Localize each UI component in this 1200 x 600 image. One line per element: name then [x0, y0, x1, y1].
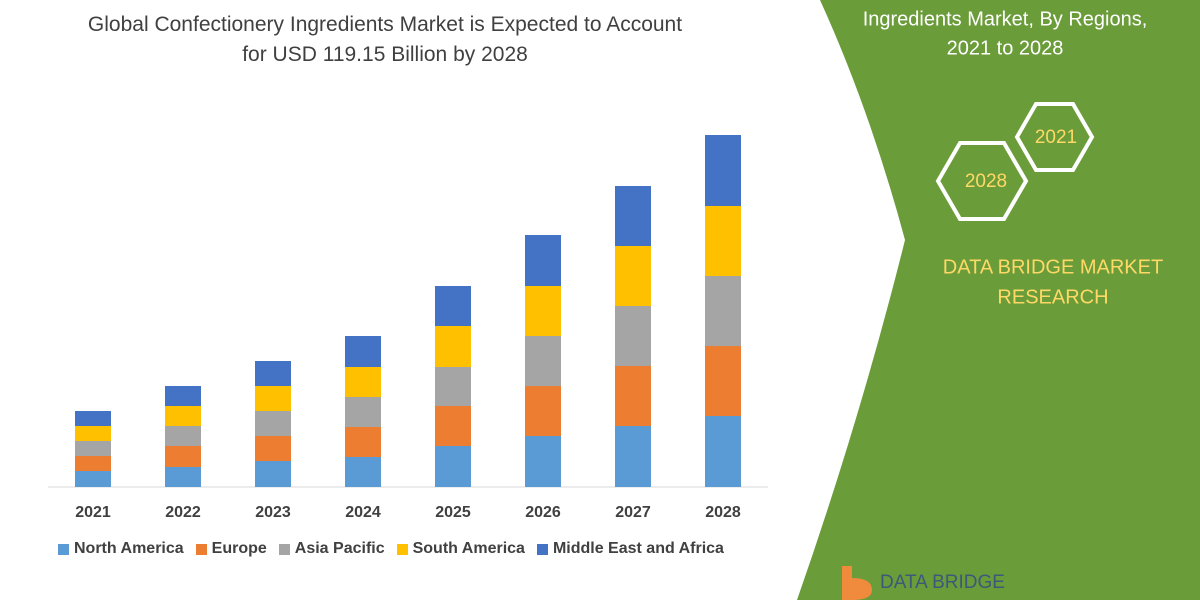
- legend-swatch: [396, 543, 408, 555]
- bar-segment: [435, 406, 471, 446]
- legend-swatch: [58, 543, 69, 555]
- x-tick-label: 2021: [75, 504, 111, 521]
- bar-segment: [435, 367, 471, 406]
- x-tick-label: 2022: [165, 504, 201, 521]
- legend-label: North America: [74, 540, 184, 557]
- legend-item: South America: [396, 540, 525, 558]
- bar-segment: [345, 397, 381, 427]
- legend-label: South America: [412, 540, 525, 557]
- bar-segment: [705, 276, 741, 346]
- bar-segment: [525, 235, 561, 286]
- bar-segment: [705, 206, 741, 276]
- bar-segment: [75, 426, 111, 441]
- bar-segment: [75, 411, 111, 426]
- logo-icon: [842, 566, 872, 600]
- hexagon: [935, 141, 1029, 221]
- legend-item: North America: [58, 540, 184, 558]
- legend-label: Europe: [211, 540, 267, 557]
- x-tick-label: 2026: [525, 504, 561, 521]
- panel-heading: Ingredients Market, By Regions,: [863, 8, 1148, 30]
- bar-segment: [345, 427, 381, 457]
- bar-segment: [255, 461, 291, 487]
- bar-segment: [345, 367, 381, 397]
- legend-swatch: [536, 543, 548, 555]
- panel-heading: 2021 to 2028: [947, 37, 1064, 59]
- bar-segment: [255, 386, 291, 411]
- x-tick-label: 2023: [255, 504, 291, 521]
- hexagon: [1014, 102, 1095, 172]
- bar-segment: [75, 441, 111, 456]
- bar-segment: [165, 406, 201, 426]
- bar-segment: [435, 326, 471, 367]
- bar-segment: [345, 457, 381, 487]
- bar-segment: [525, 386, 561, 436]
- bar-segment: [705, 416, 741, 487]
- legend: North America Europe Asia Pacific South Ame…: [58, 540, 724, 558]
- bar-segment: [165, 426, 201, 446]
- logo-text: DATA BRIDGE: [880, 572, 1005, 593]
- bar-segment: [525, 436, 561, 487]
- bar-segment: [255, 361, 291, 386]
- bar-segment: [255, 411, 291, 436]
- bar-segment: [615, 246, 651, 306]
- bar-segment: [615, 186, 651, 246]
- side-panel-bg: [797, 0, 1200, 600]
- bar-segment: [165, 386, 201, 406]
- bar-segment: [705, 346, 741, 416]
- legend-label: Middle East and Africa: [552, 540, 724, 557]
- bar-segment: [75, 471, 111, 487]
- brand-text: RESEARCH: [997, 286, 1108, 308]
- legend-swatch: [195, 543, 207, 555]
- bar-segment: [165, 446, 201, 467]
- legend-swatch: [278, 543, 290, 555]
- x-tick-label: 2028: [705, 504, 741, 521]
- bar-segment: [615, 306, 651, 366]
- bar-segment: [435, 446, 471, 487]
- chart-title: Global Confectionery Ingredients Market …: [87, 13, 683, 66]
- bar-segment: [255, 436, 291, 461]
- bar-segment: [165, 467, 201, 487]
- hexagon-label: 2028: [965, 171, 1007, 192]
- legend-item: Middle East and Africa: [536, 540, 724, 558]
- bar-segment: [615, 366, 651, 426]
- bar-segment: [75, 456, 111, 471]
- legend-item: Asia Pacific: [278, 540, 385, 558]
- legend-label: Asia Pacific: [294, 540, 385, 557]
- bar-segment: [525, 286, 561, 336]
- bar-segment: [615, 426, 651, 487]
- bar-segment: [345, 336, 381, 367]
- bar-segment: [525, 336, 561, 386]
- x-tick-label: 2027: [615, 504, 651, 521]
- x-tick-label: 2025: [435, 504, 471, 521]
- bar-segment: [435, 286, 471, 326]
- x-tick-label: 2024: [345, 504, 381, 521]
- legend-item: Europe: [195, 540, 267, 558]
- bar-segment: [705, 135, 741, 206]
- hexagon-label: 2021: [1035, 127, 1077, 148]
- brand-text: DATA BRIDGE MARKET: [943, 256, 1163, 278]
